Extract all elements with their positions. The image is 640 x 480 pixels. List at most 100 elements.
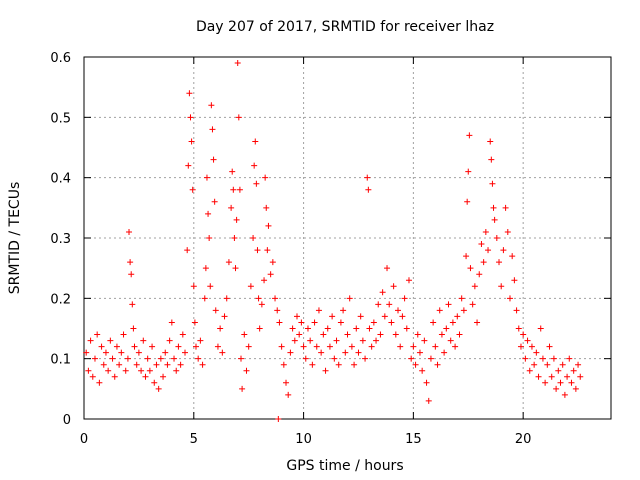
data-point: [293, 313, 300, 320]
data-point: [381, 313, 388, 320]
data-point: [269, 259, 276, 266]
data-point: [370, 319, 377, 326]
data-point: [386, 301, 393, 308]
data-point: [206, 235, 213, 241]
data-point: [515, 325, 522, 332]
data-point: [302, 355, 309, 362]
data-point: [313, 343, 320, 350]
data-point: [535, 373, 542, 380]
data-point: [247, 283, 254, 290]
data-point: [528, 343, 535, 350]
data-point: [94, 331, 101, 338]
data-point: [337, 319, 344, 326]
data-point: [445, 301, 452, 308]
data-point: [438, 331, 445, 338]
data-point: [234, 60, 241, 67]
data-point: [157, 355, 164, 362]
data-point: [175, 343, 182, 350]
data-point: [550, 355, 557, 362]
x-tick-label: 5: [190, 432, 198, 447]
data-point: [524, 337, 531, 344]
data-point: [568, 379, 575, 386]
data-point: [261, 277, 268, 284]
data-point: [256, 325, 263, 332]
data-point: [410, 343, 417, 350]
data-point: [126, 228, 133, 235]
data-point: [164, 361, 171, 368]
data-point: [344, 331, 351, 338]
data-point: [559, 361, 566, 368]
data-point: [188, 138, 195, 145]
data-point: [87, 337, 94, 344]
data-point: [474, 319, 481, 326]
data-point: [348, 343, 355, 350]
data-point: [127, 259, 134, 266]
data-point: [423, 379, 430, 386]
data-point: [253, 180, 260, 187]
data-point: [276, 319, 283, 326]
data-point: [467, 265, 474, 272]
data-point: [91, 355, 98, 362]
data-point: [364, 174, 371, 181]
data-point: [243, 367, 250, 374]
data-point: [221, 313, 228, 320]
data-point: [133, 361, 140, 368]
data-point: [184, 247, 191, 254]
data-point: [179, 331, 186, 338]
data-point: [296, 331, 303, 338]
x-tick-label: 15: [405, 432, 422, 447]
data-point: [322, 367, 329, 374]
data-point: [324, 325, 331, 332]
data-point: [102, 349, 109, 356]
data-point: [511, 277, 518, 284]
data-point: [146, 367, 153, 374]
data-point: [252, 138, 259, 145]
data-point: [235, 114, 242, 121]
data-point: [214, 343, 221, 350]
data-point: [100, 361, 107, 368]
data-point: [366, 325, 373, 332]
data-point: [412, 361, 419, 368]
data-point: [465, 168, 472, 175]
data-point: [85, 367, 92, 374]
x-tick-label: 0: [80, 432, 88, 447]
data-point: [464, 198, 471, 205]
data-point: [166, 337, 173, 344]
data-point: [274, 307, 281, 314]
data-point: [480, 259, 487, 266]
data-point: [118, 349, 125, 356]
data-point: [265, 222, 272, 229]
data-point: [531, 361, 538, 368]
data-point: [219, 349, 226, 356]
data-point: [542, 379, 549, 386]
data-point: [245, 343, 252, 350]
data-point: [493, 235, 500, 241]
data-point: [434, 361, 441, 368]
data-point: [368, 343, 375, 350]
data-point: [142, 373, 149, 380]
data-point: [456, 331, 463, 338]
data-point: [421, 337, 428, 344]
data-point: [489, 180, 496, 187]
data-point: [228, 204, 235, 211]
data-point: [520, 331, 527, 338]
chart-title: Day 207 of 2017, SRMTID for receiver lha…: [196, 19, 494, 35]
data-point: [452, 343, 459, 350]
data-point: [355, 349, 362, 356]
data-point: [131, 343, 138, 350]
data-point: [427, 355, 434, 362]
data-point: [577, 373, 584, 380]
data-point: [362, 355, 369, 362]
data-point: [187, 114, 194, 121]
data-point: [544, 361, 551, 368]
data-point: [548, 373, 555, 380]
data-point: [401, 295, 408, 302]
data-point: [255, 295, 262, 302]
data-point: [205, 210, 212, 217]
y-tick-label: 0.6: [50, 51, 71, 66]
data-point: [241, 331, 248, 338]
points-layer: [83, 60, 584, 422]
data-point: [526, 367, 533, 374]
data-point: [135, 349, 142, 356]
data-point: [419, 367, 426, 374]
